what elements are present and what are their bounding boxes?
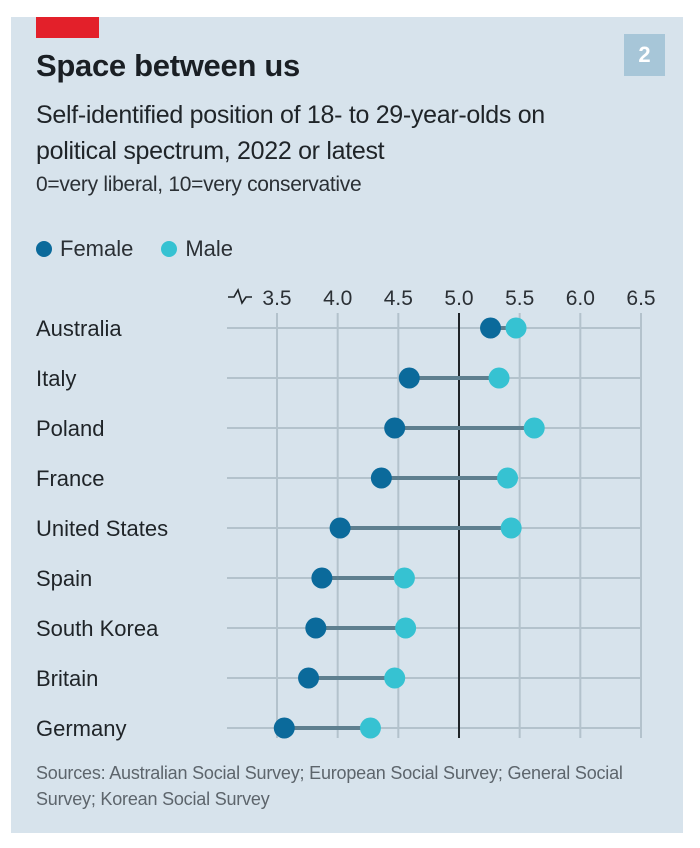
category-label: Germany <box>36 716 126 741</box>
legend-item-male: Male <box>161 236 233 262</box>
male-point <box>488 367 510 389</box>
legend-item-female: Female <box>36 236 133 262</box>
male-point <box>393 567 415 589</box>
female-point <box>273 717 295 739</box>
category-label: United States <box>36 516 168 541</box>
axis-break-icon <box>228 287 252 305</box>
legend-swatch-female <box>36 241 52 257</box>
x-tick-label: 6.0 <box>566 287 595 310</box>
category-label: Italy <box>36 366 76 391</box>
male-point <box>505 317 527 339</box>
x-tick-label: 4.0 <box>323 287 352 310</box>
chart-subtitle: Self-identified position of 18- to 29-ye… <box>36 101 545 165</box>
x-axis-ticks: 3.5 4.0 4.5 5.0 5.5 6.0 6.5 <box>262 287 655 310</box>
legend-swatch-male <box>161 241 178 257</box>
male-point <box>384 667 406 689</box>
male-point <box>497 467 519 489</box>
female-point <box>298 667 320 689</box>
male-point <box>395 617 417 639</box>
x-tick-label: 6.5 <box>626 287 655 310</box>
x-tick-label: 5.0 <box>444 287 473 310</box>
female-point <box>370 467 392 489</box>
x-tick-label: 4.5 <box>384 287 413 310</box>
data-marks <box>273 317 545 739</box>
brand-accent-bar <box>36 17 99 38</box>
scale-note: 0=very liberal, 10=very conservative <box>36 173 362 196</box>
female-point <box>384 417 406 439</box>
x-tick-label: 3.5 <box>262 287 291 310</box>
male-point <box>359 717 381 739</box>
x-tick-label: 5.5 <box>505 287 534 310</box>
sources-note: Sources: Australian Social Survey; Europ… <box>36 763 623 809</box>
legend-label-male: Male <box>185 236 234 261</box>
chart-title: Space between us <box>36 48 300 83</box>
category-labels: Australia Italy Poland France United States S… <box>36 316 168 741</box>
female-point <box>398 367 420 389</box>
category-label: Spain <box>36 566 92 591</box>
axis-break-glyph <box>228 287 252 305</box>
legend: Female Male <box>36 236 261 262</box>
category-label: Poland <box>36 416 105 441</box>
category-label: South Korea <box>36 616 159 641</box>
category-label: Australia <box>36 316 122 341</box>
chart-card <box>11 17 683 833</box>
legend-label-female: Female <box>60 236 134 261</box>
category-label: Britain <box>36 666 98 691</box>
chart-number-badge: 2 <box>624 34 665 76</box>
category-label: France <box>36 466 104 491</box>
female-point <box>305 617 327 639</box>
female-point <box>480 317 502 339</box>
male-point <box>523 417 545 439</box>
female-point <box>311 567 333 589</box>
male-point <box>500 517 522 539</box>
female-point <box>329 517 351 539</box>
